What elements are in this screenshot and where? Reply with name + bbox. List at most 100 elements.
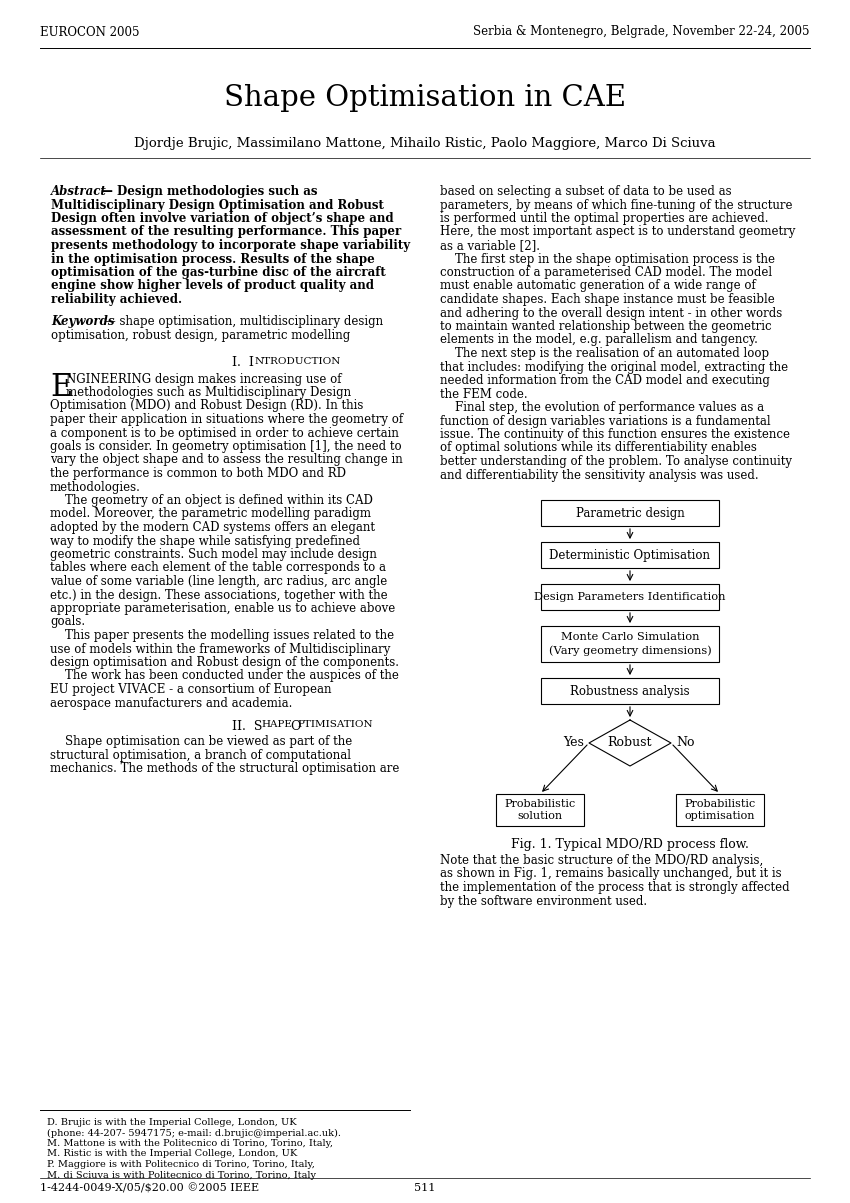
Text: Robustness analysis: Robustness analysis [570,685,690,698]
Text: function of design variables variations is a fundamental: function of design variables variations … [440,415,771,427]
Text: Probabilistic
optimisation: Probabilistic optimisation [684,799,756,822]
Text: needed information from the CAD model and executing: needed information from the CAD model an… [440,374,770,387]
Text: Note that the basic structure of the MDO/RD analysis,: Note that the basic structure of the MDO… [440,854,763,867]
Text: M. Ristic is with the Imperial College, London, UK: M. Ristic is with the Imperial College, … [47,1150,298,1158]
Text: goals is consider. In geometry optimisation [1], the need to: goals is consider. In geometry optimisat… [50,440,401,454]
Text: II.  S: II. S [232,721,263,733]
Text: EUROCON 2005: EUROCON 2005 [40,25,139,38]
Text: geometric constraints. Such model may include design: geometric constraints. Such model may in… [50,549,377,561]
Text: elements in the model, e.g. parallelism and tangency.: elements in the model, e.g. parallelism … [440,333,758,346]
Text: structural optimisation, a branch of computational: structural optimisation, a branch of com… [50,748,351,761]
Text: HAPE: HAPE [261,721,292,729]
Text: I.  I: I. I [232,356,254,369]
Text: Optimisation (MDO) and Robust Design (RD). In this: Optimisation (MDO) and Robust Design (RD… [50,399,363,413]
Text: value of some variable (line length, arc radius, arc angle: value of some variable (line length, arc… [50,575,388,588]
Text: Fig. 1. Typical MDO/RD process flow.: Fig. 1. Typical MDO/RD process flow. [511,838,749,851]
Text: Keywords: Keywords [51,315,115,328]
Text: optimisation of the gas-turbine disc of the aircraft: optimisation of the gas-turbine disc of … [51,266,386,279]
Text: parameters, by means of which fine-tuning of the structure: parameters, by means of which fine-tunin… [440,198,792,212]
Text: candidate shapes. Each shape instance must be feasible: candidate shapes. Each shape instance mu… [440,294,774,306]
Text: use of models within the frameworks of Multidisciplinary: use of models within the frameworks of M… [50,642,390,656]
Text: M. Mattone is with the Politecnico di Torino, Torino, Italy,: M. Mattone is with the Politecnico di To… [47,1139,333,1148]
Text: engine show higher levels of product quality and: engine show higher levels of product qua… [51,279,374,292]
Bar [541,500,719,526]
Text: NGINEERING design makes increasing use of: NGINEERING design makes increasing use o… [66,373,342,385]
Text: Multidisciplinary Design Optimisation and Robust: Multidisciplinary Design Optimisation an… [51,198,384,212]
Text: appropriate parameterisation, enable us to achieve above: appropriate parameterisation, enable us … [50,602,395,615]
Text: M. di Sciuva is with Politecnico di Torino, Torino, Italy: M. di Sciuva is with Politecnico di Tori… [47,1171,316,1179]
Text: presents methodology to incorporate shape variability: presents methodology to incorporate shap… [51,239,410,251]
Text: construction of a parameterised CAD model. The model: construction of a parameterised CAD mode… [440,266,772,279]
Text: Monte Carlo Simulation
(Vary geometry dimensions): Monte Carlo Simulation (Vary geometry di… [548,633,711,656]
Text: EU project VIVACE - a consortium of European: EU project VIVACE - a consortium of Euro… [50,683,332,697]
Text: Probabilistic
solution: Probabilistic solution [504,799,575,822]
Text: — Design methodologies such as: — Design methodologies such as [97,185,318,198]
Text: The first step in the shape optimisation process is the: The first step in the shape optimisation… [440,253,775,266]
Text: No: No [676,736,694,749]
Text: P. Maggiore is with Politecnico di Torino, Torino, Italy,: P. Maggiore is with Politecnico di Torin… [47,1160,314,1169]
Text: issue. The continuity of this function ensures the existence: issue. The continuity of this function e… [440,428,790,442]
Text: and adhering to the overall design intent - in other words: and adhering to the overall design inten… [440,307,782,320]
Text: that includes: modifying the original model, extracting the: that includes: modifying the original mo… [440,361,788,373]
Text: (phone: 44-207- 5947175; e-mail: d.brujic@imperial.ac.uk).: (phone: 44-207- 5947175; e-mail: d.bruji… [47,1128,341,1138]
Text: This paper presents the modelling issues related to the: This paper presents the modelling issues… [50,629,394,642]
Text: Final step, the evolution of performance values as a: Final step, the evolution of performance… [440,401,764,414]
Bar [541,583,719,610]
Text: 1-4244-0049-X/05/$20.00 ©2005 IEEE: 1-4244-0049-X/05/$20.00 ©2005 IEEE [40,1183,259,1193]
Text: model. Moreover, the parametric modelling paradigm: model. Moreover, the parametric modellin… [50,508,371,521]
Text: tables where each element of the table corresponds to a: tables where each element of the table c… [50,562,386,575]
Text: Here, the most important aspect is to understand geometry: Here, the most important aspect is to un… [440,225,796,238]
Text: paper their application in situations where the geometry of: paper their application in situations wh… [50,413,403,426]
Text: Design often involve variation of object’s shape and: Design often involve variation of object… [51,212,394,225]
Text: O: O [287,721,302,733]
Bar [676,794,764,826]
Text: NTRODUCTION: NTRODUCTION [255,356,342,366]
Text: E: E [50,373,72,403]
Text: Parametric design: Parametric design [575,506,684,520]
Text: and differentiability the sensitivity analysis was used.: and differentiability the sensitivity an… [440,468,758,481]
Text: Abstract: Abstract [51,185,107,198]
Text: as shown in Fig. 1, remains basically unchanged, but it is: as shown in Fig. 1, remains basically un… [440,867,782,881]
Text: better understanding of the problem. To analyse continuity: better understanding of the problem. To … [440,455,792,468]
Text: based on selecting a subset of data to be used as: based on selecting a subset of data to b… [440,185,732,198]
Text: design optimisation and Robust design of the components.: design optimisation and Robust design of… [50,656,399,669]
Text: methodologies such as Multidisciplinary Design: methodologies such as Multidisciplinary … [66,386,351,399]
Bar [541,543,719,568]
Text: etc.) in the design. These associations, together with the: etc.) in the design. These associations,… [50,588,388,602]
Text: the FEM code.: the FEM code. [440,387,528,401]
Text: adopted by the modern CAD systems offers an elegant: adopted by the modern CAD systems offers… [50,521,375,534]
Text: in the optimisation process. Results of the shape: in the optimisation process. Results of … [51,253,375,266]
Text: a component is to be optimised in order to achieve certain: a component is to be optimised in order … [50,427,399,439]
Text: optimisation, robust design, parametric modelling: optimisation, robust design, parametric … [51,328,350,342]
Text: the implementation of the process that is strongly affected: the implementation of the process that i… [440,881,790,894]
Text: D. Brujic is with the Imperial College, London, UK: D. Brujic is with the Imperial College, … [47,1118,297,1127]
Text: Djordje Brujic, Massimilano Mattone, Mihailo Ristic, Paolo Maggiore, Marco Di Sc: Djordje Brujic, Massimilano Mattone, Mih… [134,136,716,149]
Text: by the software environment used.: by the software environment used. [440,895,647,907]
Text: Serbia & Montenegro, Belgrade, November 22-24, 2005: Serbia & Montenegro, Belgrade, November … [473,25,810,38]
Text: 511: 511 [414,1183,436,1193]
Text: of optimal solutions while its differentiability enables: of optimal solutions while its different… [440,442,756,455]
Text: PTIMISATION: PTIMISATION [297,721,372,729]
Text: vary the object shape and to assess the resulting change in: vary the object shape and to assess the … [50,454,403,467]
Text: assessment of the resulting performance. This paper: assessment of the resulting performance.… [51,225,401,238]
Text: The next step is the realisation of an automated loop: The next step is the realisation of an a… [440,346,769,360]
Text: is performed until the optimal properties are achieved.: is performed until the optimal propertie… [440,212,768,225]
Text: way to modify the shape while satisfying predefined: way to modify the shape while satisfying… [50,534,360,547]
Text: goals.: goals. [50,616,85,628]
Bar [541,678,719,704]
Bar [541,626,719,662]
Text: Shape Optimisation in CAE: Shape Optimisation in CAE [224,84,626,112]
Text: reliability achieved.: reliability achieved. [51,294,182,306]
Text: to maintain wanted relationship between the geometric: to maintain wanted relationship between … [440,320,772,333]
Text: mechanics. The methods of the structural optimisation are: mechanics. The methods of the structural… [50,761,399,775]
Text: Design Parameters Identification: Design Parameters Identification [535,592,726,602]
Text: the performance is common to both MDO and RD: the performance is common to both MDO an… [50,467,346,480]
Text: The work has been conducted under the auspices of the: The work has been conducted under the au… [50,670,399,682]
Text: as a variable [2].: as a variable [2]. [440,239,540,251]
Text: Shape optimisation can be viewed as part of the: Shape optimisation can be viewed as part… [50,735,352,748]
Text: Robust: Robust [608,736,652,749]
Text: methodologies.: methodologies. [50,480,141,493]
Text: aerospace manufacturers and academia.: aerospace manufacturers and academia. [50,697,292,710]
Bar [496,794,584,826]
Text: Yes: Yes [563,736,584,749]
